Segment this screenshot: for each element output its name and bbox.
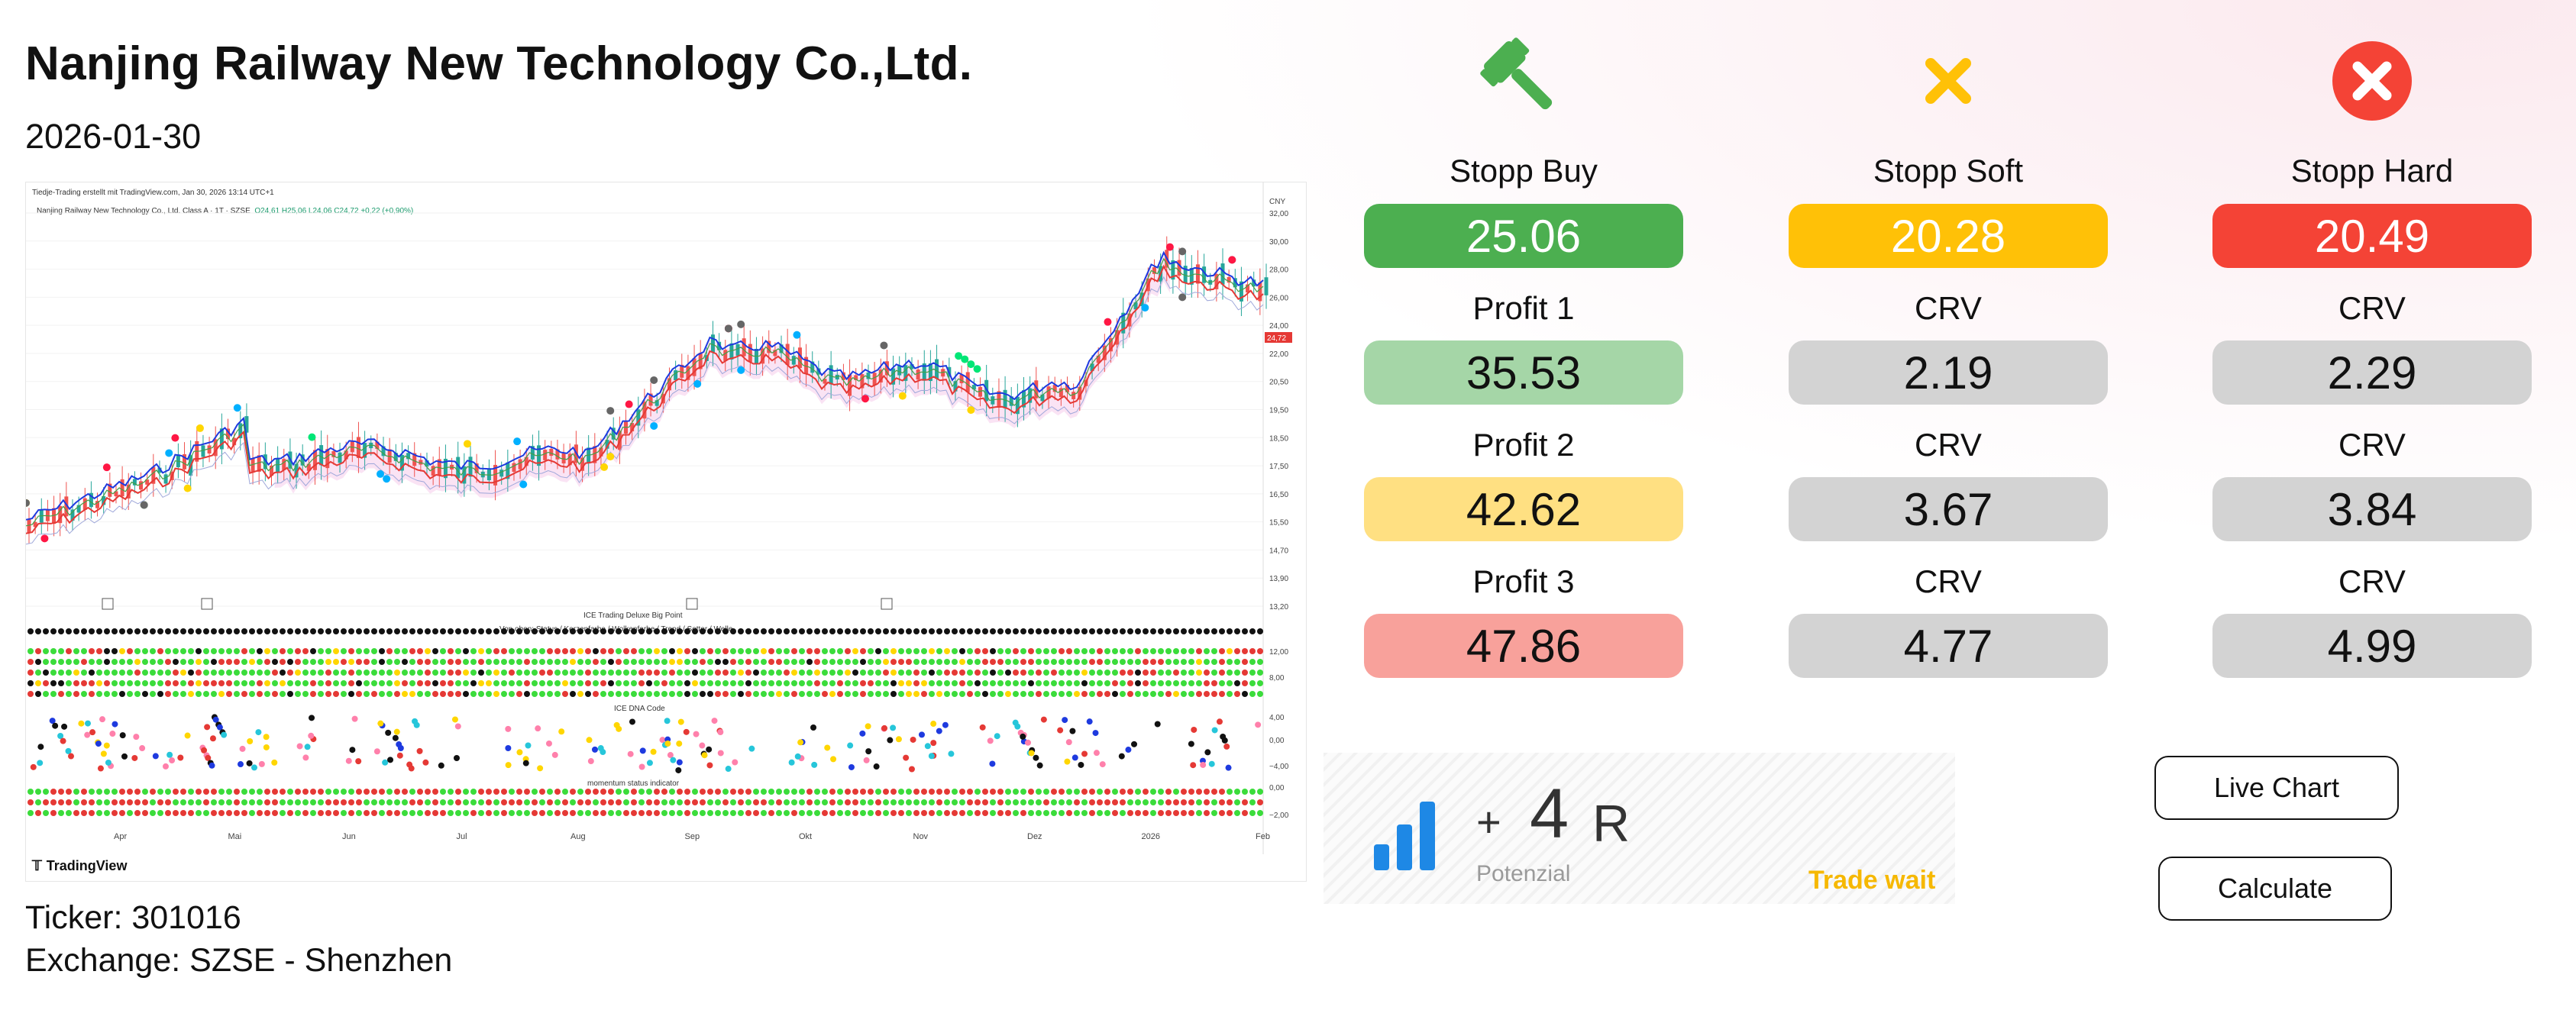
- price-tick: 28,00: [1269, 266, 1288, 275]
- page-title: Nanjing Railway New Technology Co.,Ltd.: [25, 37, 973, 90]
- exchange-label: Exchange: SZSE - Shenzhen: [25, 942, 453, 979]
- stopp-hard-label: Stopp Hard: [2290, 153, 2454, 189]
- crv-soft-1-label: CRV: [1915, 290, 1982, 326]
- crv-soft-2-value: 3.67: [1789, 477, 2108, 541]
- panel2-title: ICE DNA Code: [614, 705, 665, 713]
- profit-1-label: Profit 1: [1472, 290, 1575, 326]
- month-label: Nov: [913, 832, 929, 841]
- price-tick: 32,00: [1269, 210, 1288, 218]
- stopp-soft-label: Stopp Soft: [1873, 153, 2024, 189]
- month-label: Jun: [342, 832, 356, 841]
- potential-panel: + 4 R Potenzial Trade wait: [1324, 753, 1955, 904]
- stopp-hard-value: 20.49: [2212, 204, 2532, 268]
- event-marker: [881, 598, 893, 610]
- panel3-title: momentum status indicator: [587, 779, 680, 788]
- price-tick: 22,00: [1269, 350, 1288, 359]
- profit-3-value: 47.86: [1364, 614, 1683, 678]
- price-tick: 13,20: [1269, 603, 1288, 611]
- crv-soft-3-label: CRV: [1915, 563, 1982, 599]
- ticker-label: Ticker: 301016: [25, 899, 241, 936]
- price-tick: 13,90: [1269, 575, 1288, 583]
- month-label: Okt: [799, 832, 812, 841]
- month-label: 2026: [1142, 832, 1160, 841]
- event-marker: [102, 598, 114, 610]
- chart-source-line: Tiedje-Trading erstellt mit TradingView.…: [32, 189, 274, 197]
- live-chart-button[interactable]: Live Chart: [2154, 756, 2399, 820]
- stock-chart[interactable]: Tiedje-Trading erstellt mit TradingView.…: [25, 182, 1307, 882]
- potential-label: Potenzial: [1476, 861, 1571, 886]
- chart-symbol: Nanjing Railway New Technology Co., Ltd.…: [37, 207, 250, 215]
- month-label: Mai: [228, 832, 242, 841]
- potential-plus: +: [1476, 798, 1501, 846]
- price-tick: 26,00: [1269, 294, 1288, 302]
- panel-tick: −2,00: [1269, 812, 1289, 820]
- crv-soft-3-value: 4.77: [1789, 614, 2108, 678]
- chart-canvas: 32,00 30,00 28,00 26,00 24,00 22,00 20,50 19,50…: [26, 182, 1292, 854]
- price-tick: 19,50: [1269, 407, 1288, 415]
- price-tick: 30,00: [1269, 238, 1288, 247]
- profit-2-label: Profit 2: [1472, 427, 1575, 463]
- price-tick: 16,50: [1269, 491, 1288, 499]
- crv-hard-1-label: CRV: [2338, 290, 2406, 326]
- profit-1-value: 35.53: [1364, 340, 1683, 405]
- tradingview-brand: TradingView: [46, 858, 128, 873]
- price-tick: 24,00: [1269, 322, 1288, 331]
- price-tick: 17,50: [1269, 463, 1288, 471]
- tradingview-logo: 𝕋 TradingView: [32, 858, 127, 874]
- profit-2-value: 42.62: [1364, 477, 1683, 541]
- price-tick: 14,70: [1269, 547, 1288, 555]
- close-circle-icon: [2319, 27, 2426, 134]
- price-tick: 18,50: [1269, 434, 1288, 443]
- trade-status: Trade wait: [1808, 866, 1936, 895]
- month-label: Jul: [457, 832, 467, 841]
- signal-bars-icon: [1374, 802, 1435, 870]
- price-tick: 20,50: [1269, 379, 1288, 387]
- gavel-icon: [1470, 27, 1577, 134]
- panel-tick: 0,00: [1269, 737, 1285, 745]
- crv-hard-2-label: CRV: [2338, 427, 2406, 463]
- month-label: Aug: [570, 832, 586, 841]
- panel-tick: 8,00: [1269, 674, 1285, 682]
- last-price-label: 24,72: [1267, 334, 1286, 343]
- event-marker: [201, 598, 213, 610]
- month-label: Feb: [1256, 832, 1270, 841]
- crv-soft-2-label: CRV: [1915, 427, 1982, 463]
- stopp-buy-label: Stopp Buy: [1450, 153, 1598, 189]
- event-marker: [686, 598, 698, 610]
- profit-3-label: Profit 3: [1472, 563, 1575, 599]
- page-date: 2026-01-30: [25, 117, 202, 156]
- potential-unit: R: [1592, 795, 1631, 853]
- panel-tick: 4,00: [1269, 714, 1285, 722]
- tradingview-mark-icon: 𝕋: [32, 858, 42, 873]
- price-tick: 15,50: [1269, 519, 1288, 528]
- potential-value: 4: [1530, 775, 1569, 853]
- crv-hard-1-value: 2.29: [2212, 340, 2532, 405]
- panel1-title: ICE Trading Deluxe Big Point: [583, 611, 683, 620]
- month-label: Dez: [1027, 832, 1042, 841]
- panel-tick: 0,00: [1269, 784, 1285, 792]
- crv-hard-2-value: 3.84: [2212, 477, 2532, 541]
- cross-icon: [1895, 27, 2002, 134]
- panel-tick: −4,00: [1269, 763, 1289, 771]
- last-price-badge: [1265, 332, 1292, 343]
- month-label: Sep: [685, 832, 700, 841]
- crv-hard-3-value: 4.99: [2212, 614, 2532, 678]
- calculate-button[interactable]: Calculate: [2158, 857, 2392, 921]
- currency-label: CNY: [1269, 198, 1285, 206]
- stopp-soft-value: 20.28: [1789, 204, 2108, 268]
- stopp-buy-value: 25.06: [1364, 204, 1683, 268]
- panel-tick: 12,00: [1269, 648, 1288, 657]
- month-label: Apr: [114, 832, 127, 841]
- chart-symbol-line: Nanjing Railway New Technology Co., Ltd.…: [37, 207, 413, 215]
- crv-hard-3-label: CRV: [2338, 563, 2406, 599]
- chart-ohlc: O24,61 H25,06 L24,06 C24,72 +0,22 (+0,90…: [254, 207, 414, 215]
- crv-soft-1-value: 2.19: [1789, 340, 2108, 405]
